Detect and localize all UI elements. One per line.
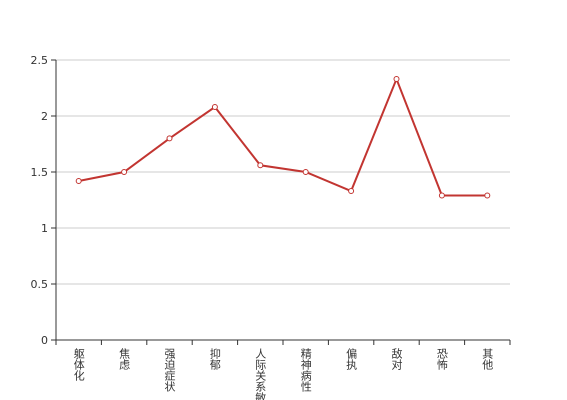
y-tick-label: 1.5: [31, 166, 49, 179]
point: [166, 135, 173, 142]
point: [302, 169, 309, 175]
point: [348, 188, 355, 195]
y-tick-label: 0: [41, 334, 48, 347]
x-tick-label: 躯体化: [72, 348, 85, 382]
x-tick-label: 抑郁: [208, 347, 221, 370]
point: [438, 192, 445, 199]
x-tick-label: 偏执: [345, 347, 358, 371]
x-tick-label: 人际关系敏感: [254, 348, 267, 400]
x-tick-label: 焦虑: [118, 348, 131, 370]
x-tick-label: 恐怖: [435, 348, 448, 370]
point: [484, 192, 491, 199]
x-tick-label: 敌对: [390, 347, 403, 370]
y-tick-label: 1: [41, 222, 48, 235]
x-tick-label: 强迫症状: [163, 348, 176, 392]
point: [211, 104, 218, 111]
y-tick-label: 2.5: [31, 54, 49, 67]
x-tick-label: 精神病性: [299, 348, 312, 393]
y-tick-label: 0.5: [31, 278, 49, 291]
x-tick-label: 其他: [481, 348, 494, 370]
point: [121, 169, 128, 175]
point: [75, 177, 82, 184]
point: [393, 76, 400, 83]
point: [257, 162, 264, 169]
line: [78, 76, 488, 197]
y-tick-label: 2: [41, 110, 48, 123]
